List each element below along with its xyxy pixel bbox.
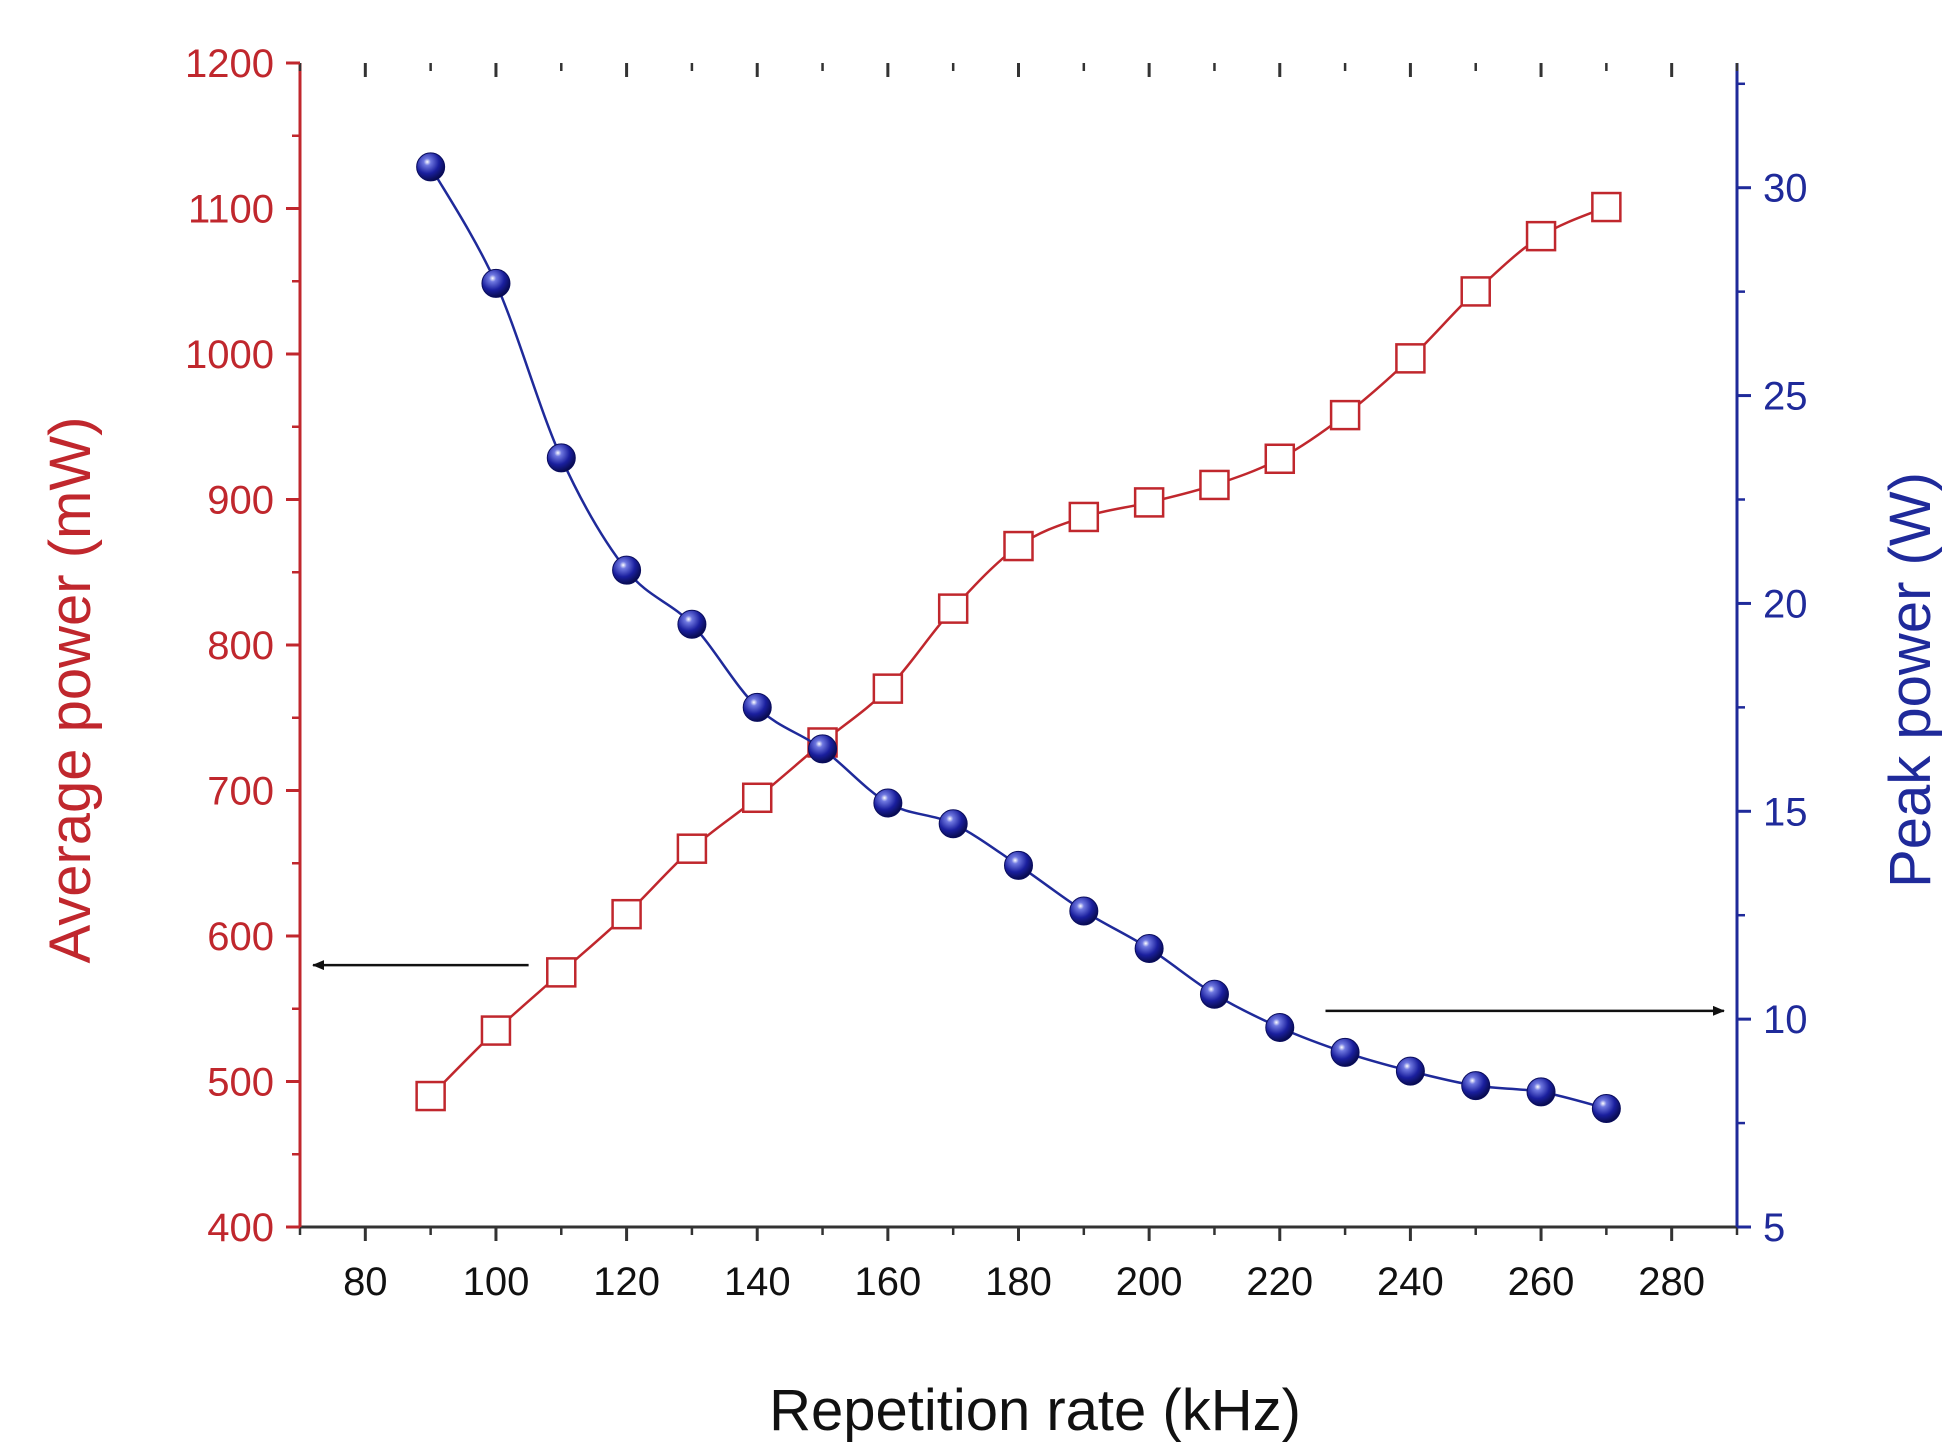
data-point-square bbox=[1525, 220, 1557, 252]
data-point-square bbox=[937, 593, 969, 624]
left-y-tick-label: 1200 bbox=[185, 42, 274, 86]
data-point-square bbox=[415, 1080, 446, 1112]
data-point-sphere bbox=[1591, 1094, 1621, 1124]
data-point-square bbox=[546, 957, 577, 988]
x-tick-label: 220 bbox=[1246, 1260, 1313, 1304]
data-point-square bbox=[1133, 487, 1165, 518]
data-point-square bbox=[1068, 501, 1100, 533]
data-point-sphere bbox=[481, 268, 511, 298]
right-y-tick-label: 15 bbox=[1763, 790, 1808, 834]
right-y-tick-label: 5 bbox=[1763, 1206, 1785, 1250]
data-point-sphere bbox=[612, 555, 642, 585]
left-y-tick-label: 700 bbox=[207, 770, 274, 814]
left-y-axis-ticks: 400 500 600 700 800 900 1000 1100 1200 bbox=[185, 42, 300, 1250]
x-tick-label: 80 bbox=[343, 1260, 388, 1304]
data-point-sphere bbox=[1004, 850, 1033, 880]
x-tick-label: 280 bbox=[1638, 1260, 1705, 1304]
annotations bbox=[312, 960, 1725, 1016]
x-tick-label: 180 bbox=[985, 1260, 1052, 1304]
data-point-square bbox=[1460, 276, 1491, 307]
data-point-sphere bbox=[1461, 1071, 1491, 1101]
data-point-sphere bbox=[1069, 896, 1099, 926]
data-point-sphere bbox=[1265, 1012, 1295, 1042]
data-point-sphere bbox=[416, 152, 446, 182]
left-y-tick-label: 800 bbox=[207, 624, 274, 668]
left-y-tick-label: 600 bbox=[207, 915, 274, 959]
right-y-tick-label: 10 bbox=[1763, 998, 1808, 1042]
axes bbox=[298, 63, 1739, 1229]
data-point-square bbox=[1591, 191, 1622, 223]
data-point-sphere bbox=[808, 734, 838, 764]
data-point-square bbox=[611, 898, 642, 930]
right-y-axis-title: Peak power (W) bbox=[1878, 472, 1943, 888]
x-tick-label: 240 bbox=[1377, 1260, 1444, 1304]
data-point-square bbox=[1329, 399, 1361, 431]
data-point-sphere bbox=[742, 692, 772, 722]
left-y-axis-title: Average power (mW) bbox=[38, 417, 103, 964]
data-point-square bbox=[1199, 469, 1230, 501]
data-point-square bbox=[1003, 530, 1034, 562]
right-y-tick-label: 30 bbox=[1763, 167, 1808, 211]
plot-area bbox=[415, 152, 1622, 1124]
data-point-sphere bbox=[1395, 1056, 1425, 1086]
x-axis-ticks: 80 100 120 140 160 180 200 220 240 260 280 bbox=[298, 63, 1739, 1304]
data-point-square bbox=[1395, 343, 1426, 374]
data-point-sphere bbox=[1134, 933, 1164, 963]
data-point-square bbox=[676, 833, 708, 864]
data-point-sphere bbox=[873, 788, 903, 818]
data-point-sphere bbox=[1330, 1037, 1360, 1067]
series-line bbox=[429, 205, 1607, 1097]
data-point-square bbox=[480, 1015, 512, 1046]
left-y-tick-label: 400 bbox=[207, 1206, 274, 1250]
data-point-sphere bbox=[1199, 979, 1229, 1009]
data-point-square bbox=[1264, 443, 1296, 475]
data-point-sphere bbox=[677, 609, 707, 639]
x-axis-title: Repetition rate (kHz) bbox=[769, 1378, 1301, 1443]
x-tick-label: 260 bbox=[1508, 1260, 1575, 1304]
left-y-tick-label: 1000 bbox=[185, 333, 274, 377]
data-point-sphere bbox=[546, 443, 576, 473]
series-average-power bbox=[415, 191, 1622, 1112]
data-point-square bbox=[872, 673, 904, 704]
series-line bbox=[429, 166, 1607, 1110]
x-tick-label: 160 bbox=[854, 1260, 921, 1304]
left-y-tick-label: 500 bbox=[207, 1061, 274, 1105]
x-tick-label: 200 bbox=[1116, 1260, 1183, 1304]
series-peak-power bbox=[416, 152, 1621, 1124]
data-point-square bbox=[741, 782, 773, 814]
left-y-tick-label: 1100 bbox=[188, 188, 274, 232]
right-y-tick-label: 25 bbox=[1763, 375, 1808, 419]
x-tick-label: 140 bbox=[724, 1260, 791, 1304]
x-tick-label: 100 bbox=[463, 1260, 530, 1304]
data-point-sphere bbox=[1526, 1077, 1556, 1107]
left-y-tick-label: 900 bbox=[207, 479, 274, 523]
right-y-axis-ticks: 5 10 15 20 25 30 bbox=[1737, 82, 1808, 1250]
x-tick-label: 120 bbox=[593, 1260, 660, 1304]
data-point-sphere bbox=[938, 809, 968, 839]
right-y-tick-label: 20 bbox=[1763, 582, 1808, 626]
